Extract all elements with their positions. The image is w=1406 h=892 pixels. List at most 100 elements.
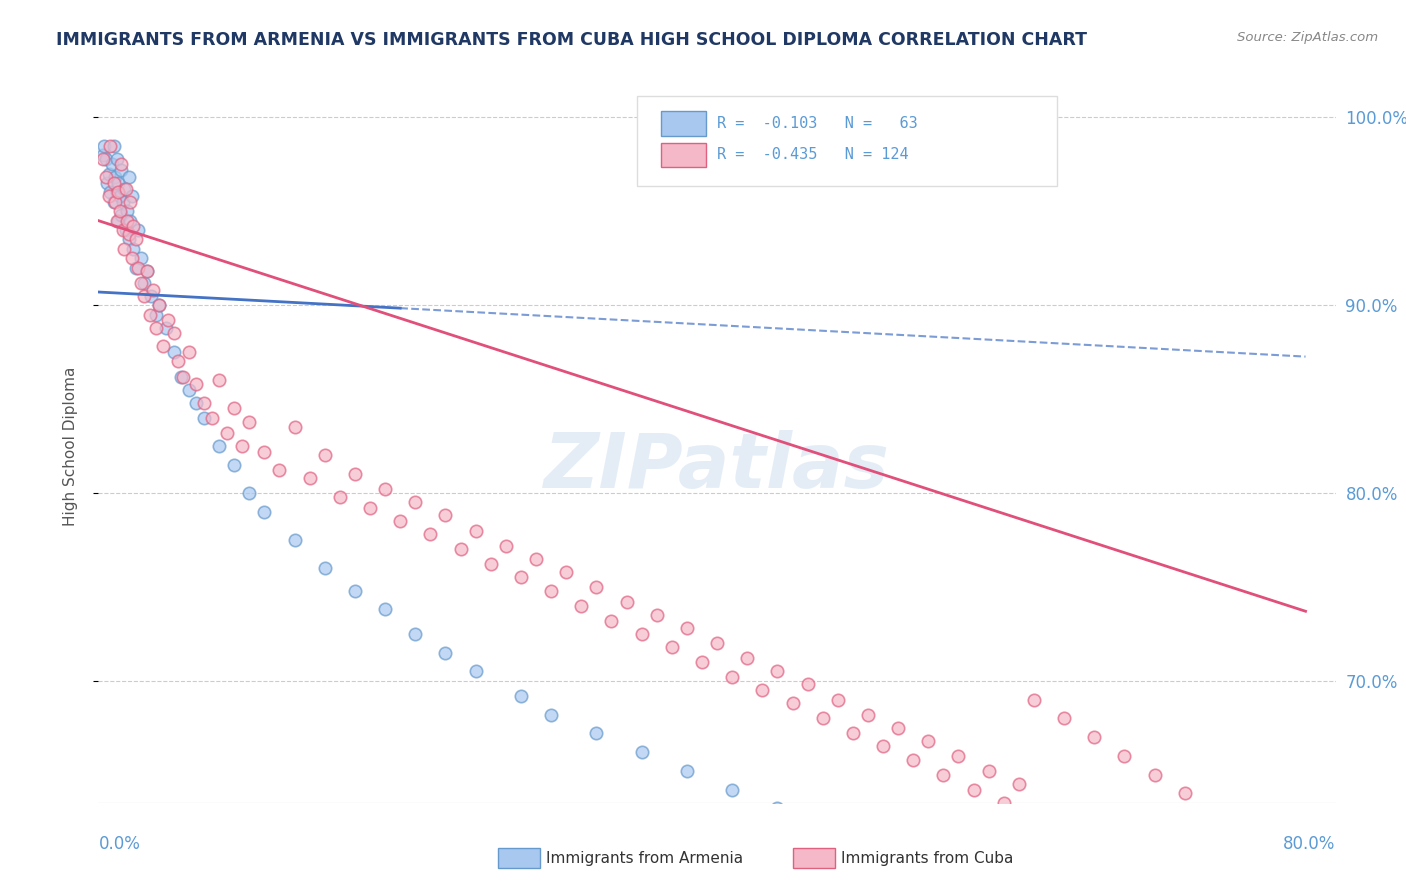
Point: [1159, 865, 1181, 880]
Point: [569, 599, 592, 613]
Point: [721, 782, 744, 797]
Point: [479, 558, 502, 572]
Point: [359, 500, 381, 515]
Point: [661, 640, 683, 654]
Point: [253, 505, 276, 519]
Point: [163, 345, 186, 359]
Point: [148, 298, 170, 312]
Point: [948, 748, 970, 763]
Point: [238, 415, 260, 429]
Point: [186, 396, 208, 410]
Point: [186, 377, 208, 392]
Point: [284, 420, 307, 434]
Point: [156, 313, 179, 327]
Text: 0.0%: 0.0%: [98, 835, 141, 853]
Text: R =  -0.435   N = 124: R = -0.435 N = 124: [717, 147, 908, 162]
Point: [1188, 880, 1211, 892]
Point: [152, 339, 174, 353]
Point: [329, 490, 352, 504]
Point: [269, 463, 291, 477]
Text: ZIPatlas: ZIPatlas: [544, 431, 890, 504]
Point: [887, 721, 910, 735]
Point: [100, 186, 122, 200]
Point: [121, 251, 143, 265]
Point: [464, 665, 486, 679]
Point: [404, 495, 426, 509]
Point: [132, 276, 155, 290]
Point: [105, 186, 128, 200]
Point: [129, 251, 152, 265]
Point: [1114, 748, 1136, 763]
Point: [117, 170, 139, 185]
Point: [585, 580, 607, 594]
Point: [107, 213, 129, 227]
Point: [117, 227, 139, 241]
Point: [555, 565, 578, 579]
Point: [1069, 824, 1091, 838]
Point: [343, 583, 366, 598]
Point: [91, 152, 114, 166]
Point: [1098, 838, 1121, 853]
Point: [509, 689, 531, 703]
Point: [630, 627, 652, 641]
Point: [993, 796, 1015, 810]
Point: [645, 607, 668, 622]
Point: [434, 508, 457, 523]
Point: [903, 857, 925, 871]
Point: [155, 320, 177, 334]
Point: [630, 745, 652, 759]
Point: [117, 232, 139, 246]
FancyBboxPatch shape: [637, 96, 1057, 186]
Point: [1286, 862, 1309, 876]
Point: [238, 486, 260, 500]
Point: [115, 213, 138, 227]
Point: [1038, 809, 1060, 823]
Point: [948, 877, 970, 891]
Text: Immigrants from Armenia: Immigrants from Armenia: [546, 851, 742, 865]
Point: [104, 194, 127, 209]
Point: [115, 204, 138, 219]
Point: [111, 194, 134, 209]
Point: [495, 539, 517, 553]
Point: [141, 289, 163, 303]
Text: 80.0%: 80.0%: [1284, 835, 1336, 853]
Point: [129, 276, 152, 290]
Point: [193, 410, 215, 425]
Point: [103, 138, 125, 153]
Point: [105, 213, 128, 227]
Point: [107, 186, 129, 200]
Point: [434, 646, 457, 660]
Point: [122, 219, 145, 234]
Point: [108, 189, 131, 203]
Point: [98, 167, 121, 181]
Point: [193, 396, 215, 410]
Point: [145, 308, 167, 322]
Point: [110, 208, 132, 222]
Point: [1128, 852, 1150, 866]
Point: [1295, 880, 1317, 892]
Point: [917, 734, 939, 748]
Point: [903, 753, 925, 767]
Point: [177, 383, 200, 397]
Point: [1234, 824, 1257, 838]
Point: [343, 467, 366, 482]
Point: [98, 189, 121, 203]
Point: [676, 764, 699, 778]
Point: [735, 651, 758, 665]
Point: [148, 298, 170, 312]
Point: [872, 739, 894, 754]
Point: [125, 232, 148, 246]
Point: [464, 524, 486, 538]
Point: [114, 182, 136, 196]
Point: [172, 369, 194, 384]
Point: [585, 726, 607, 740]
Point: [208, 439, 231, 453]
Point: [1053, 711, 1076, 725]
Point: [111, 223, 134, 237]
FancyBboxPatch shape: [661, 143, 706, 167]
Point: [842, 726, 865, 740]
Point: [105, 152, 128, 166]
Point: [1264, 843, 1286, 857]
Point: [200, 410, 222, 425]
Point: [616, 595, 638, 609]
